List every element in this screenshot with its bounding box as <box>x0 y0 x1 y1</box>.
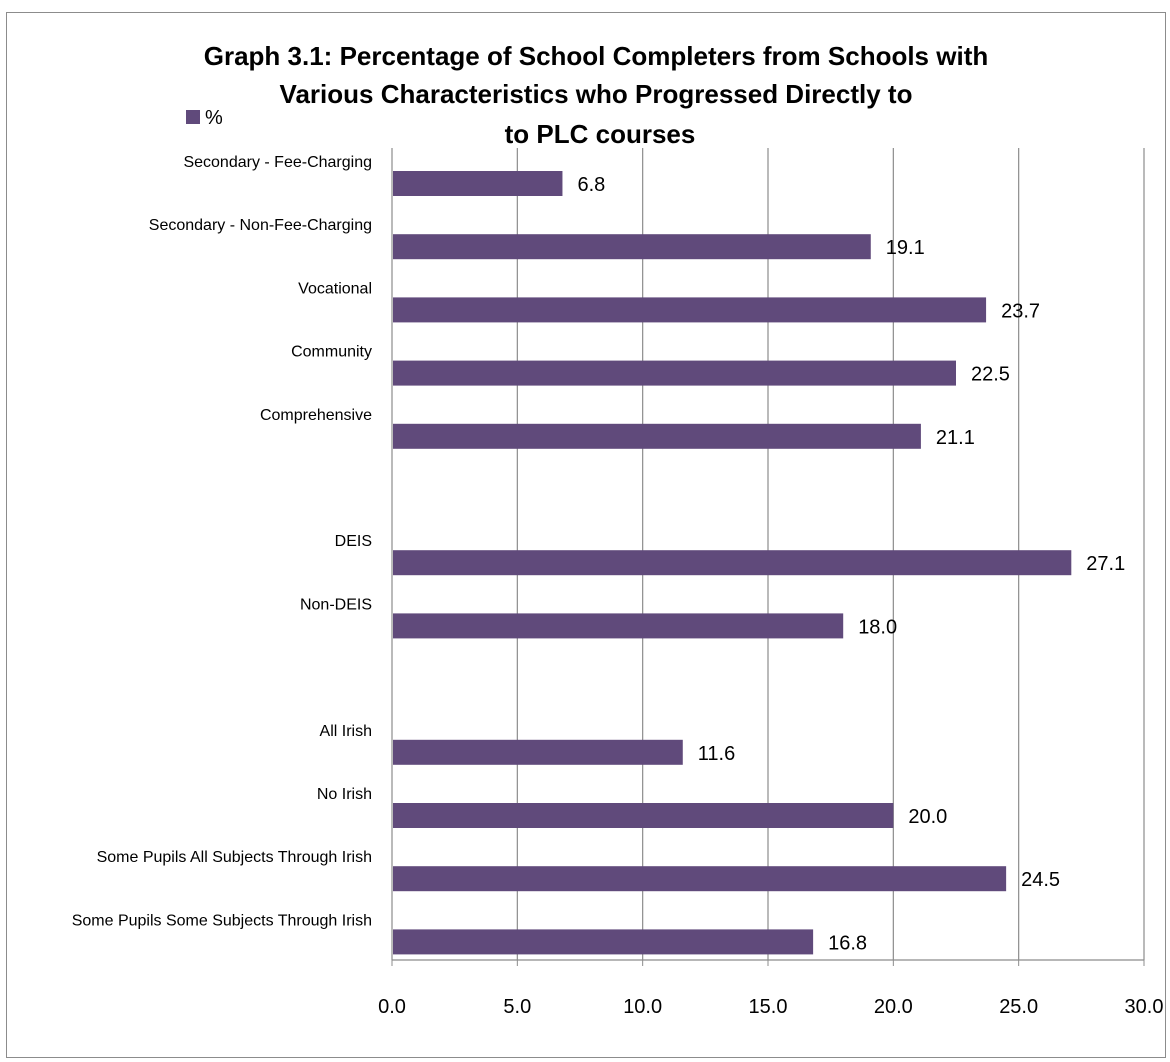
data-label: 24.5 <box>1021 869 1060 891</box>
category-label: All Irish <box>320 723 372 740</box>
x-tick-label: 5.0 <box>503 996 531 1018</box>
chart-title-line-3: to PLC courses <box>505 119 696 149</box>
bar <box>393 739 683 765</box>
bar <box>393 803 894 828</box>
data-label: 6.8 <box>577 174 605 196</box>
category-label: Some Pupils All Subjects Through Irish <box>97 849 372 866</box>
category-label: Some Pupils Some Subjects Through Irish <box>72 912 372 929</box>
category-label: Community <box>291 344 372 361</box>
data-label: 27.1 <box>1086 553 1125 575</box>
x-tick-label: 20.0 <box>874 996 913 1018</box>
bar <box>393 297 987 323</box>
chart-title-line-2: Various Characteristics who Progressed D… <box>280 79 913 109</box>
data-label: 20.0 <box>908 806 947 828</box>
bar <box>393 423 921 449</box>
category-label: Secondary - Non-Fee-Charging <box>149 217 372 234</box>
x-tick-label: 15.0 <box>749 996 788 1018</box>
bar <box>393 929 814 955</box>
bar <box>393 866 1007 892</box>
data-label: 16.8 <box>828 932 867 954</box>
bars <box>393 171 1072 955</box>
category-label: DEIS <box>335 533 372 550</box>
data-label: 23.7 <box>1001 300 1040 322</box>
labels: 0.0 5.0 10.0 15.0 20.0 25.0 30.0 Secondary - Fe… <box>72 154 1164 1018</box>
data-label: 22.5 <box>971 364 1010 386</box>
x-tick-label: 30.0 <box>1125 996 1164 1018</box>
bar <box>393 171 563 196</box>
bar <box>393 360 956 386</box>
x-tick-label: 10.0 <box>623 996 662 1018</box>
data-label: 19.1 <box>886 237 925 259</box>
bar <box>393 613 844 639</box>
category-label: Vocational <box>298 280 372 297</box>
data-label: 18.0 <box>858 616 897 638</box>
x-tick-label: 25.0 <box>999 996 1038 1018</box>
legend-label: % <box>205 107 223 129</box>
category-label: Non-DEIS <box>300 596 372 613</box>
data-label: 11.6 <box>698 743 735 765</box>
legend-swatch <box>186 110 200 124</box>
data-label: 21.1 <box>936 427 975 449</box>
x-tick-label: 0.0 <box>378 996 406 1018</box>
category-label: Secondary - Fee-Charging <box>183 154 372 171</box>
bar <box>393 550 1072 576</box>
category-label: Comprehensive <box>260 407 372 424</box>
bar <box>393 234 871 260</box>
chart-title-line-1: Graph 3.1: Percentage of School Complete… <box>204 41 988 71</box>
category-label: No Irish <box>317 786 372 803</box>
